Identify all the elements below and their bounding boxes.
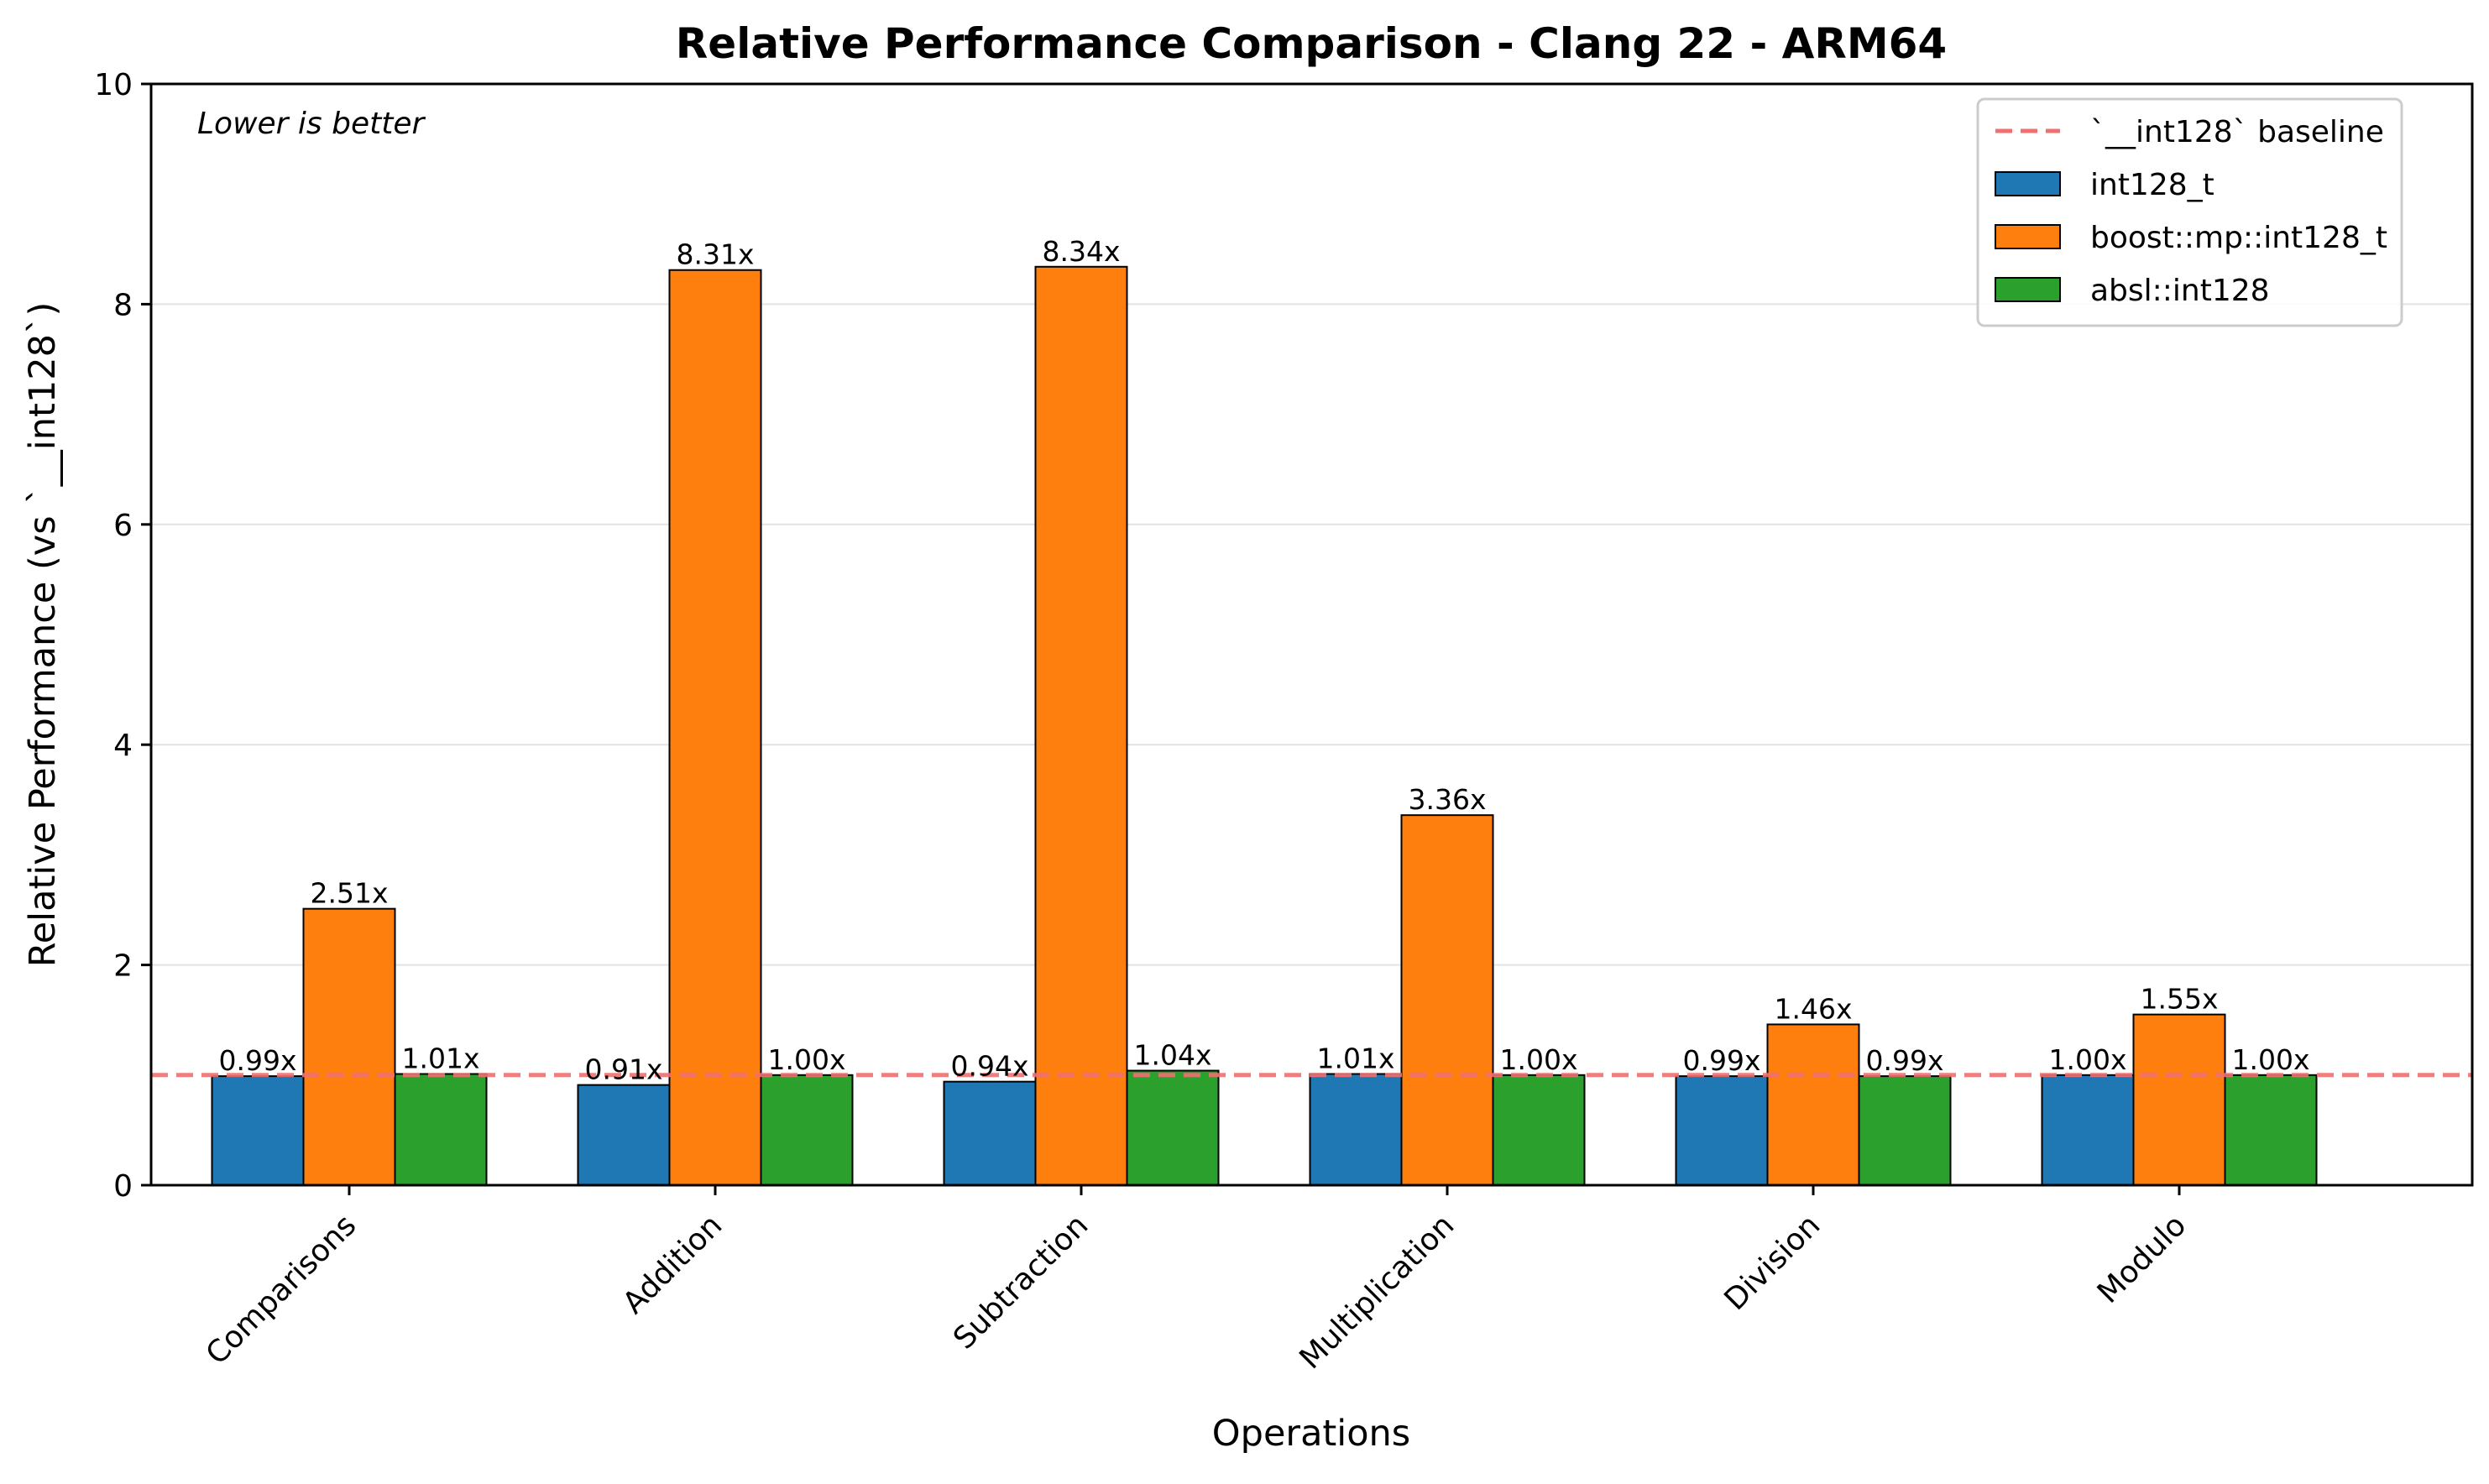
- data-label: 0.99x: [1682, 1044, 1760, 1077]
- data-label: 0.94x: [950, 1050, 1028, 1083]
- data-label: 1.04x: [1133, 1039, 1211, 1072]
- y-tick-label: 2: [113, 949, 133, 984]
- data-label: 0.91x: [584, 1053, 662, 1086]
- bars: [211, 265, 2318, 1187]
- data-label: 1.00x: [1499, 1043, 1577, 1076]
- data-label: 1.01x: [401, 1042, 479, 1074]
- bar-int128-t: [943, 1080, 1037, 1186]
- bar-int128-t: [577, 1084, 671, 1187]
- bar-int128-t: [2041, 1074, 2135, 1187]
- bar-absl-int128: [394, 1073, 488, 1187]
- data-label: 1.55x: [2140, 983, 2218, 1016]
- x-axis-label: Operations: [1212, 1413, 1410, 1455]
- data-label: 3.36x: [1408, 783, 1486, 816]
- bar-absl-int128: [1858, 1075, 1952, 1187]
- legend-box: [1976, 97, 2403, 327]
- bar-int128-t: [211, 1075, 305, 1187]
- chart-title: Relative Performance Comparison - Clang …: [676, 19, 1947, 68]
- bar-boost-mp-int128-t: [1766, 1023, 1860, 1186]
- plot-frame: [149, 82, 2474, 1187]
- data-label: 8.31x: [676, 238, 754, 271]
- y-tick-label: 4: [113, 729, 133, 763]
- legend-label-int128-t: int128_t: [2090, 168, 2214, 202]
- annotation-note: Lower is better: [197, 107, 426, 141]
- y-tick-label: 0: [113, 1169, 133, 1204]
- bar-absl-int128: [1126, 1069, 1220, 1186]
- bar-boost-mp-int128-t: [1034, 265, 1128, 1186]
- bar-boost-mp-int128-t: [1400, 814, 1494, 1187]
- bar-int128-t: [1675, 1075, 1769, 1187]
- legend: `__int128` baseline int128_t boost::mp::…: [1976, 97, 2403, 327]
- data-label: 1.00x: [2048, 1043, 2126, 1076]
- bar-boost-mp-int128-t: [302, 907, 396, 1186]
- legend-label-absl-int128: absl::int128: [2090, 274, 2270, 308]
- bar-int128-t: [1309, 1073, 1403, 1187]
- bar-boost-mp-int128-t: [2132, 1013, 2226, 1187]
- legend-label-boost-int128-t: boost::mp::int128_t: [2090, 221, 2387, 255]
- y-axis-label: Relative Performance (vs `__int128`): [22, 302, 64, 967]
- bar-absl-int128: [2224, 1074, 2318, 1187]
- y-tick-label: 6: [113, 509, 133, 543]
- legend-swatch-int128-t: [1995, 171, 2061, 196]
- legend-swatch-absl-int128: [1995, 277, 2061, 302]
- data-label: 0.99x: [218, 1044, 296, 1077]
- data-label: 0.99x: [1865, 1044, 1943, 1077]
- y-tick-label: 8: [113, 288, 133, 322]
- bar-boost-mp-int128-t: [668, 269, 762, 1186]
- data-label: 1.46x: [1774, 992, 1852, 1025]
- data-label: 1.00x: [767, 1043, 845, 1076]
- bar-absl-int128: [1492, 1074, 1586, 1187]
- data-label: 2.51x: [310, 877, 388, 910]
- data-label: 1.00x: [2231, 1043, 2309, 1076]
- y-tick-label: 10: [94, 68, 133, 102]
- data-label: 8.34x: [1042, 235, 1120, 268]
- legend-label-baseline: `__int128` baseline: [2090, 115, 2384, 149]
- data-labels: 0.99x 2.51x 1.01x 0.91x 8.31x 1.00x 0.94x 8.34x…: [218, 235, 2309, 1086]
- bar-absl-int128: [760, 1074, 854, 1187]
- data-label: 1.01x: [1316, 1042, 1394, 1074]
- legend-swatch-boost-int128-t: [1995, 224, 2061, 249]
